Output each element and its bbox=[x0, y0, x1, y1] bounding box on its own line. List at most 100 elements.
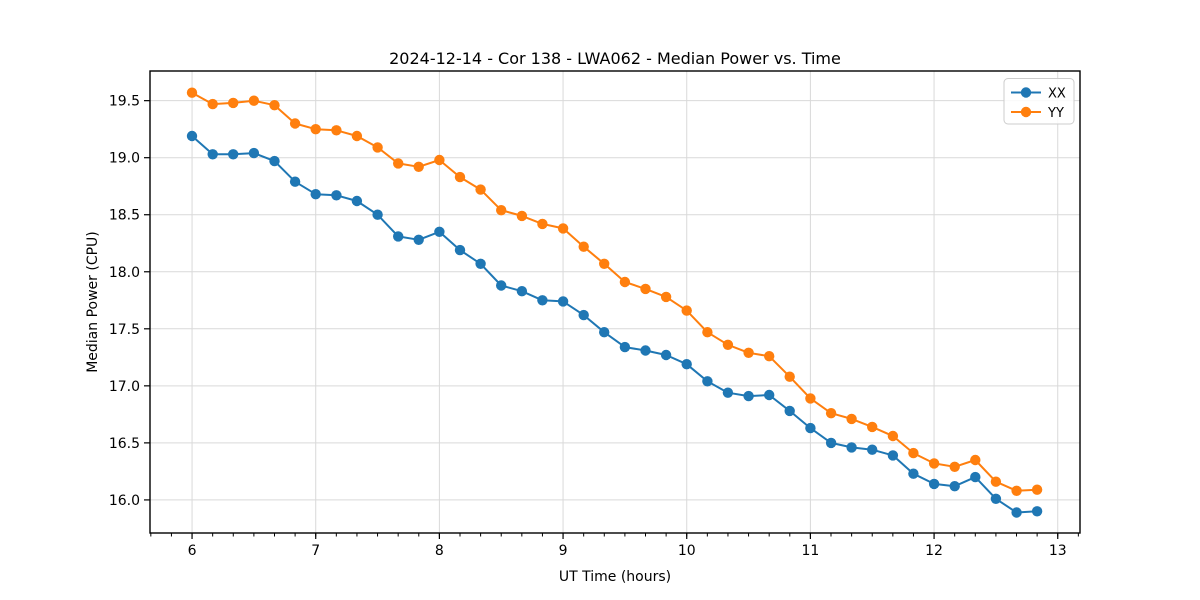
series-XX-marker bbox=[784, 405, 795, 417]
series-XX-marker bbox=[928, 478, 940, 490]
series-XX-marker bbox=[393, 231, 404, 242]
series-YY-marker bbox=[928, 458, 940, 469]
series-YY-marker bbox=[990, 476, 1002, 487]
series-XX-marker bbox=[619, 341, 631, 353]
y-axis-label: Median Power (CPU) bbox=[85, 231, 101, 373]
series-YY-marker bbox=[599, 258, 610, 269]
series-XX-marker bbox=[660, 349, 672, 361]
series-YY-marker bbox=[681, 305, 692, 316]
series-XX-marker bbox=[825, 437, 837, 449]
series-XX-marker bbox=[372, 209, 383, 220]
series-YY-marker bbox=[454, 171, 466, 183]
series-XX-marker bbox=[990, 493, 1002, 504]
series-XX-marker bbox=[454, 244, 466, 256]
series-XX-marker bbox=[887, 450, 899, 461]
series-YY-marker bbox=[413, 161, 424, 172]
series-XX-marker bbox=[681, 359, 692, 370]
y-tick-label: 17.5 bbox=[109, 322, 140, 338]
series-XX-marker bbox=[599, 327, 610, 338]
legend-YY-marker bbox=[1020, 106, 1032, 118]
series-XX-marker bbox=[537, 295, 548, 306]
series-XX-marker bbox=[949, 481, 960, 492]
series-YY-marker bbox=[949, 461, 960, 472]
plot-area: 6 7 8 9 10 11 12 13 16.0 16.5 17.0 17.5 18.0 18.5 19.0… bbox=[109, 70, 1081, 559]
x-tick-label: 12 bbox=[925, 543, 943, 559]
series-YY-marker bbox=[743, 347, 754, 358]
series-YY-marker bbox=[393, 158, 404, 169]
series-YY-marker bbox=[825, 408, 837, 419]
series-YY-marker bbox=[516, 210, 528, 222]
series-XX-marker bbox=[331, 190, 342, 201]
x-tick-label: 7 bbox=[311, 543, 320, 559]
series-XX-marker bbox=[764, 389, 775, 401]
series-YY-marker bbox=[289, 118, 301, 129]
series-YY-marker bbox=[351, 130, 363, 142]
y-tick-label: 19.0 bbox=[109, 151, 140, 167]
series-YY-marker bbox=[537, 218, 548, 230]
series-XX-marker bbox=[310, 189, 321, 200]
series-XX-marker bbox=[351, 195, 363, 207]
series-YY-marker bbox=[310, 124, 321, 135]
series-YY-marker bbox=[722, 339, 734, 350]
series-YY-marker bbox=[619, 276, 631, 288]
series-YY-marker bbox=[496, 205, 507, 216]
series-YY-marker bbox=[908, 447, 919, 459]
series-YY-marker bbox=[1031, 484, 1043, 495]
series-YY-marker bbox=[702, 327, 713, 338]
series-YY-marker bbox=[228, 97, 239, 109]
chart-title: 2024-12-14 - Cor 138 - LWA062 - Median P… bbox=[389, 49, 841, 68]
series-YY-marker bbox=[887, 430, 899, 442]
series-XX-marker bbox=[743, 390, 754, 402]
y-tick-label: 17.0 bbox=[109, 379, 140, 395]
series-YY-marker bbox=[660, 291, 672, 303]
series-YY-marker bbox=[557, 223, 569, 234]
series-YY-marker bbox=[269, 100, 280, 111]
series-XX-marker bbox=[228, 149, 239, 160]
series-XX-marker bbox=[557, 296, 569, 307]
series-XX-marker bbox=[805, 422, 816, 434]
series-YY-marker bbox=[805, 393, 816, 404]
series-XX-marker bbox=[269, 155, 280, 167]
series-XX-marker bbox=[1031, 506, 1043, 517]
x-tick-label: 8 bbox=[435, 543, 444, 559]
series-YY-marker bbox=[970, 454, 981, 466]
series-XX-marker bbox=[496, 280, 507, 291]
series-XX-marker bbox=[186, 130, 198, 142]
series-XX-marker bbox=[434, 226, 445, 237]
series-YY-marker bbox=[784, 371, 795, 382]
series-XX-marker bbox=[475, 258, 486, 269]
legend-XX-marker bbox=[1020, 87, 1032, 98]
x-tick-label: 9 bbox=[559, 543, 568, 559]
x-tick-label: 6 bbox=[188, 543, 197, 559]
series-YY-marker bbox=[434, 154, 445, 166]
series-YY-marker bbox=[764, 351, 775, 362]
series-YY-line bbox=[191, 91, 1038, 492]
series-YY-marker bbox=[578, 241, 589, 252]
series-YY-marker bbox=[207, 98, 218, 110]
series-XX-marker bbox=[970, 471, 981, 483]
y-tick-label: 18.0 bbox=[109, 265, 140, 281]
series-XX-marker bbox=[722, 387, 734, 398]
y-tick-label: 16.5 bbox=[109, 436, 140, 452]
x-tick-label: 10 bbox=[678, 543, 696, 559]
series-YY-marker bbox=[1011, 485, 1022, 496]
series-YY-marker bbox=[640, 283, 651, 295]
series-XX-marker bbox=[578, 309, 589, 321]
series-XX-marker bbox=[908, 468, 919, 479]
series-YY-marker bbox=[475, 184, 486, 195]
series-XX-marker bbox=[248, 147, 260, 159]
series-YY-marker bbox=[846, 413, 857, 425]
x-axis-label: UT Time (hours) bbox=[559, 569, 671, 585]
series-XX-marker bbox=[640, 345, 651, 356]
series-YY-marker bbox=[331, 125, 342, 136]
series-XX-marker bbox=[867, 444, 878, 455]
x-tick-label: 11 bbox=[801, 543, 819, 559]
series-XX-marker bbox=[207, 149, 218, 160]
x-tick-label: 13 bbox=[1049, 543, 1067, 559]
y-tick-label: 18.5 bbox=[109, 208, 140, 224]
legend: XX YY bbox=[1003, 78, 1075, 125]
series-XX-marker bbox=[516, 286, 528, 297]
series-XX-marker bbox=[702, 376, 713, 387]
